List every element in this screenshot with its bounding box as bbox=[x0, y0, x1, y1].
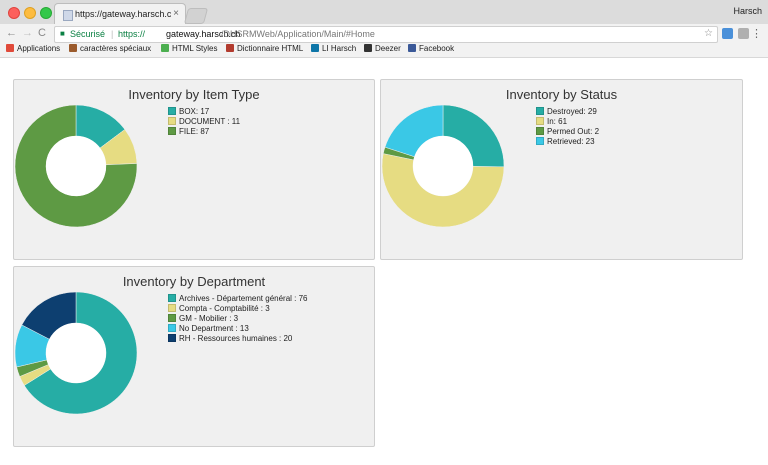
panel-title: Inventory by Status bbox=[505, 87, 618, 102]
menu-dots-icon[interactable]: ⋮ bbox=[751, 28, 762, 40]
new-tab-button[interactable] bbox=[183, 8, 209, 24]
legend-swatch bbox=[168, 334, 176, 342]
chart-legend: Archives - Département général : 76 Compt… bbox=[168, 294, 308, 344]
bookmark-li-harsch[interactable]: LI Harsch bbox=[311, 44, 356, 57]
legend-swatch bbox=[536, 137, 544, 145]
bookmark-caracteres-speciaux[interactable]: caractères spéciaux bbox=[69, 44, 151, 57]
reload-icon[interactable]: C bbox=[38, 27, 46, 39]
close-window-button[interactable] bbox=[8, 7, 20, 19]
url-path: /DHSRMWeb/Application/Main/#Home bbox=[221, 29, 375, 39]
legend-item[interactable]: GM - Mobilier : 3 bbox=[168, 314, 308, 324]
panel-title: Inventory by Item Type bbox=[128, 87, 260, 102]
legend-swatch bbox=[168, 294, 176, 302]
donut-chart-status bbox=[381, 104, 505, 228]
tab-title: https://gateway.harsch.ch/DHS bbox=[75, 9, 171, 19]
legend-label: DOCUMENT : 11 bbox=[179, 117, 241, 126]
paw-icon bbox=[69, 44, 77, 52]
bookmark-html-styles[interactable]: HTML Styles bbox=[161, 44, 218, 57]
browser-toolbar: ← → C ■ Sécurisé | https:// gateway.hars… bbox=[0, 24, 768, 44]
bookmark-deezer[interactable]: Deezer bbox=[364, 44, 401, 57]
forward-arrow-icon[interactable]: → bbox=[22, 27, 33, 39]
donut-hole bbox=[46, 323, 106, 383]
url-separator: | bbox=[111, 29, 114, 39]
legend-label: Retrieved: 23 bbox=[547, 137, 595, 146]
legend-swatch bbox=[536, 127, 544, 135]
tab-close-icon[interactable]: × bbox=[173, 8, 179, 19]
page-favicon-icon bbox=[63, 10, 73, 21]
legend-item[interactable]: Archives - Département général : 76 bbox=[168, 294, 308, 304]
legend-item[interactable]: Compta - Comptabilité : 3 bbox=[168, 304, 308, 314]
bookmark-dictionnaire-html[interactable]: Dictionnaire HTML bbox=[226, 44, 303, 57]
deezer-icon bbox=[364, 44, 372, 52]
panel-item-type: Inventory by Item Type BOX: 17 DOCUMENT :… bbox=[13, 79, 375, 260]
donut-chart-item-type bbox=[14, 104, 138, 228]
legend-label: Archives - Département général : 76 bbox=[179, 294, 308, 303]
legend-label: Permed Out: 2 bbox=[547, 127, 600, 136]
bookmark-star-icon[interactable]: ☆ bbox=[704, 28, 713, 39]
legend-item[interactable]: RH - Ressources humaines : 20 bbox=[168, 334, 308, 344]
legend-swatch bbox=[536, 107, 544, 115]
legend-swatch bbox=[168, 304, 176, 312]
browser-tab-active[interactable]: https://gateway.harsch.ch/DHS × bbox=[54, 3, 186, 25]
legend-swatch bbox=[168, 107, 176, 115]
donut-hole bbox=[46, 136, 106, 196]
maximize-window-button[interactable] bbox=[40, 7, 52, 19]
legend-item[interactable]: In: 61 bbox=[536, 117, 599, 127]
legend-swatch bbox=[168, 117, 176, 125]
security-label: Sécurisé bbox=[70, 29, 106, 39]
bookmark-facebook[interactable]: Facebook bbox=[408, 44, 454, 57]
legend-item[interactable]: BOX: 17 bbox=[168, 107, 240, 117]
chart-legend: Destroyed: 29 In: 61 Permed Out: 2 Retrieve… bbox=[536, 107, 599, 147]
legend-label: BOX: 17 bbox=[179, 107, 210, 116]
url-host: gateway.harsch.ch bbox=[166, 29, 241, 39]
legend-label: No Department : 13 bbox=[179, 324, 249, 333]
legend-swatch bbox=[536, 117, 544, 125]
back-arrow-icon[interactable]: ← bbox=[6, 27, 17, 39]
panel-title: Inventory by Department bbox=[122, 274, 266, 289]
panel-department: Inventory by Department Archives - Dépar… bbox=[13, 266, 375, 447]
bookmark-applications[interactable]: Applications bbox=[6, 44, 60, 57]
profile-name[interactable]: Harsch bbox=[733, 6, 762, 16]
url-scheme: https:// bbox=[118, 29, 146, 39]
donut-hole bbox=[413, 136, 473, 196]
legend-item[interactable]: No Department : 13 bbox=[168, 324, 308, 334]
w3-icon bbox=[161, 44, 169, 52]
legend-item[interactable]: DOCUMENT : 11 bbox=[168, 117, 240, 127]
legend-item[interactable]: Permed Out: 2 bbox=[536, 127, 599, 137]
donut-chart-department bbox=[14, 291, 138, 415]
chart-legend: BOX: 17 DOCUMENT : 11 FILE: 87 bbox=[168, 107, 240, 137]
browser-titlebar: https://gateway.harsch.ch/DHS × Harsch bbox=[0, 0, 768, 25]
address-bar[interactable]: ■ Sécurisé | https:// gateway.harsch.ch … bbox=[54, 26, 718, 43]
facebook-icon bbox=[408, 44, 416, 52]
legend-label: In: 61 bbox=[547, 117, 568, 126]
legend-label: GM - Mobilier : 3 bbox=[179, 314, 239, 323]
dictionary-icon bbox=[226, 44, 234, 52]
legend-label: Compta - Comptabilité : 3 bbox=[179, 304, 270, 313]
legend-item[interactable]: FILE: 87 bbox=[168, 127, 240, 137]
panel-status: Inventory by Status Destroyed: 29 In: 61 P… bbox=[380, 79, 743, 260]
lock-icon: ■ bbox=[60, 29, 65, 38]
legend-swatch bbox=[168, 127, 176, 135]
legend-label: FILE: 87 bbox=[179, 127, 210, 136]
linkedin-icon bbox=[311, 44, 319, 52]
legend-label: RH - Ressources humaines : 20 bbox=[179, 334, 293, 343]
bookmarks-bar: Applications caractères spéciaux HTML St… bbox=[0, 44, 768, 58]
extension-w3c-icon[interactable] bbox=[738, 28, 749, 39]
legend-swatch bbox=[168, 314, 176, 322]
extension-cast-icon[interactable] bbox=[722, 28, 733, 39]
pie-slice-in[interactable] bbox=[381, 153, 505, 228]
apps-grid-icon bbox=[6, 44, 14, 52]
legend-item[interactable]: Retrieved: 23 bbox=[536, 137, 599, 147]
legend-label: Destroyed: 29 bbox=[547, 107, 597, 116]
legend-swatch bbox=[168, 324, 176, 332]
legend-item[interactable]: Destroyed: 29 bbox=[536, 107, 599, 117]
minimize-window-button[interactable] bbox=[24, 7, 36, 19]
